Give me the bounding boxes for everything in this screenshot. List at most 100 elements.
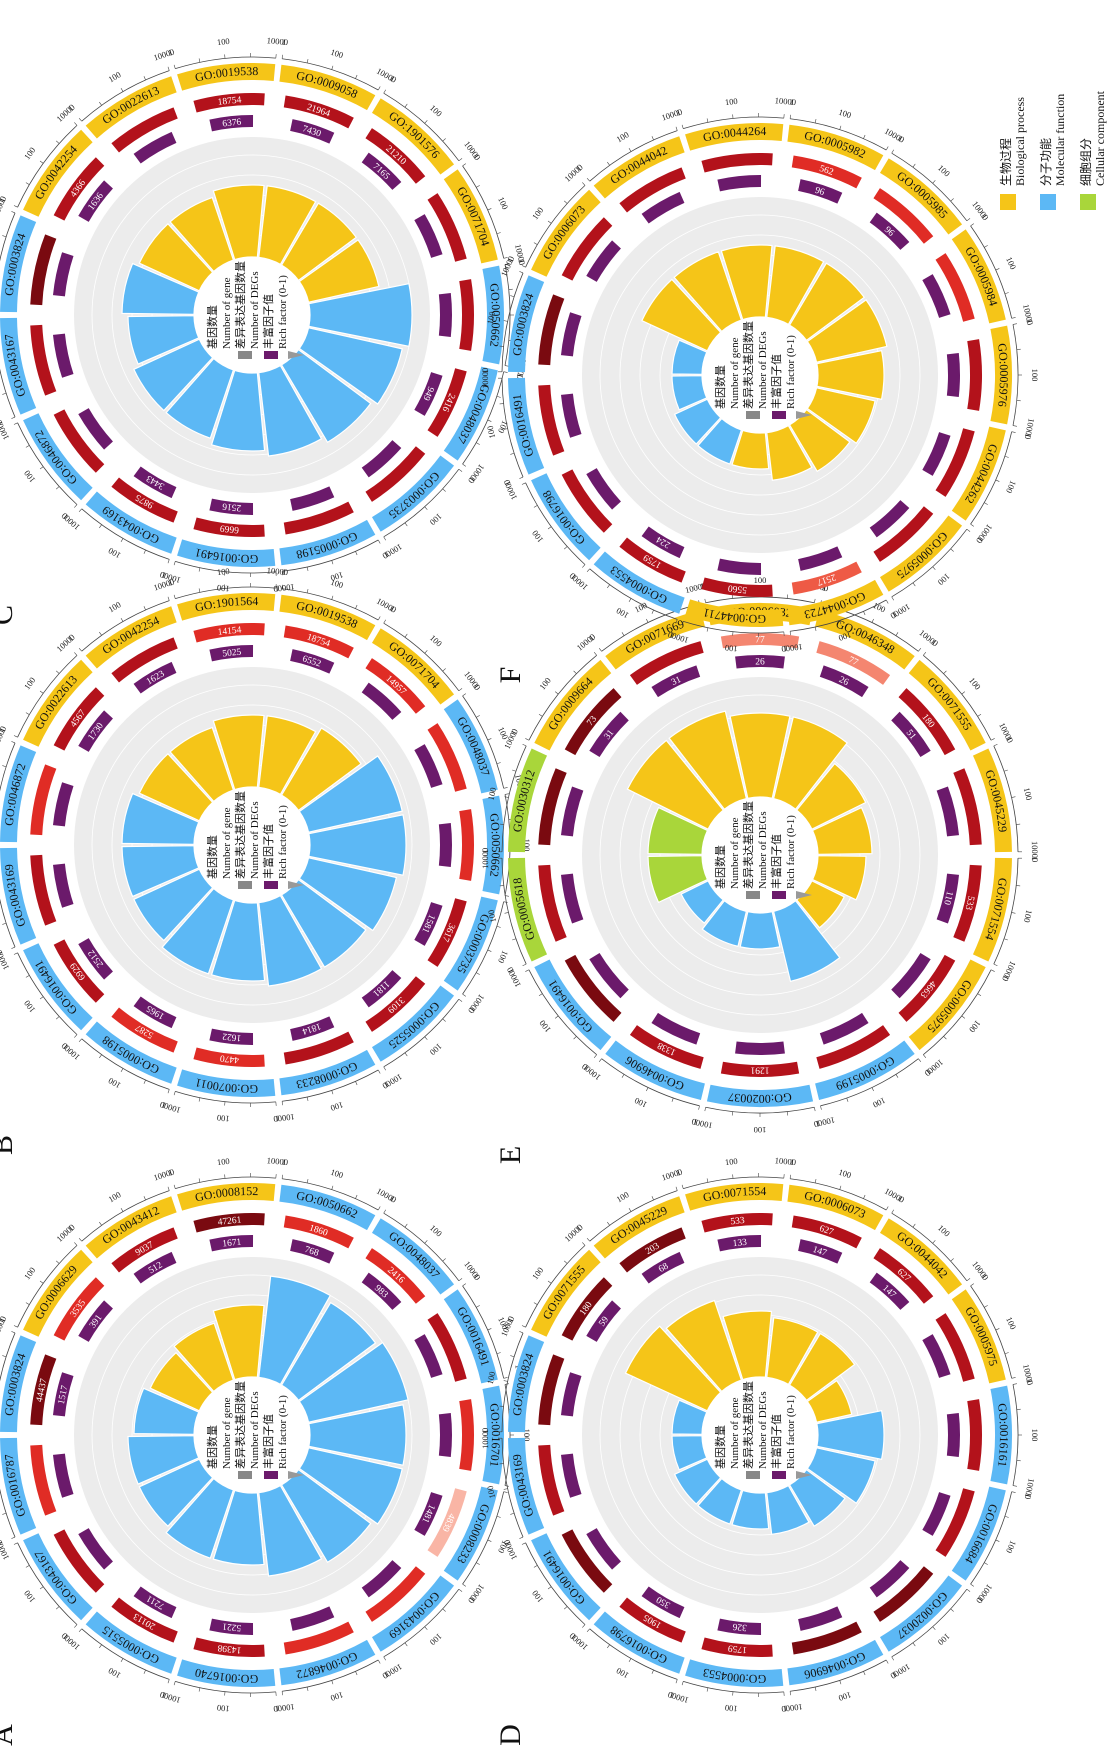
axis-tick <box>2 1512 7 1515</box>
center-legend-line: Number of gene <box>729 817 741 889</box>
tick-label: 1 <box>480 1429 490 1433</box>
axis-tick <box>970 523 975 527</box>
tick-label: 100 <box>724 96 738 107</box>
axis-tick <box>39 466 44 470</box>
term-id-textpath: GO:0050662 <box>487 282 503 347</box>
tick-label: 100 <box>614 606 630 621</box>
tick-label: 1 <box>160 1690 167 1701</box>
axis-tick <box>503 1491 508 1493</box>
center-legend-line: 丰富因子值 <box>261 1414 275 1469</box>
axis-tick <box>13 952 18 955</box>
axis-tick <box>377 616 381 621</box>
center-legend-line: Number of DEGs <box>249 271 261 349</box>
rich-factor-wedge <box>280 1301 377 1402</box>
tick-label: 10000 <box>1021 303 1035 326</box>
center-badge-rich <box>288 881 304 889</box>
axis-tick <box>487 1539 492 1542</box>
center-legend-line: 基因数量 <box>714 1425 727 1469</box>
term-band <box>371 985 455 1062</box>
axis-tick <box>995 479 1000 482</box>
axis-tick <box>628 1658 632 1663</box>
center-legend: 基因数量 Number of gene 差异表达基因数量 Number of DEGs… <box>206 1381 304 1479</box>
axis-tick <box>891 1656 895 1661</box>
tick-label: 1 <box>281 567 286 577</box>
axis-tick <box>950 1258 954 1262</box>
center-badge-deg <box>264 881 278 889</box>
axis-tick <box>586 568 590 573</box>
axis-arc <box>705 596 815 604</box>
deg-count-bar <box>209 1618 254 1635</box>
axis-tick <box>404 1642 408 1647</box>
center-legend-line: 基因数量 <box>206 835 219 879</box>
tick-label: 1 <box>0 1316 8 1324</box>
gene-count-bar <box>365 128 426 184</box>
gene-count-bar <box>193 1637 265 1657</box>
axis-arc <box>0 1438 16 1538</box>
axis-arc <box>462 901 505 995</box>
gene-count-label: 533 <box>730 1216 745 1227</box>
axis-tick <box>984 1305 988 1308</box>
term-band <box>787 579 884 626</box>
axis-tick <box>564 546 568 550</box>
axis-tick <box>863 134 866 139</box>
term-band <box>593 136 685 199</box>
tick-label: 100 <box>967 1018 983 1034</box>
rich-factor-wedge <box>697 1477 743 1525</box>
deg-count-label: 5025 <box>222 648 242 660</box>
tick-label: 1 <box>505 1316 516 1324</box>
axis-arc <box>970 225 1013 319</box>
axis-tick <box>383 1209 387 1214</box>
legend-label-cn: 分子功能 <box>1039 138 1053 186</box>
axis-tick <box>458 158 463 162</box>
tick-label: 1 <box>692 1117 698 1128</box>
deg-count-bar <box>717 1618 762 1635</box>
tick-label: 1 <box>275 584 280 594</box>
term-band <box>177 1659 276 1687</box>
axis-tick <box>74 652 78 656</box>
axis-tick <box>1012 323 1017 325</box>
axis-tick <box>582 1242 586 1246</box>
gene-count-bar <box>459 809 475 881</box>
axis-tick <box>598 647 602 652</box>
axis-tick <box>503 1377 508 1379</box>
tick-label: 100 <box>22 469 38 485</box>
tick-label: 1 <box>0 726 8 734</box>
center-legend-line: Rich factor (0-1) <box>785 815 797 889</box>
deg-count-bar <box>651 665 701 698</box>
axis-tick <box>503 257 508 259</box>
center-legend-line: 基因数量 <box>206 305 219 349</box>
axis-tick <box>814 118 817 124</box>
tick-label: 10000 <box>0 724 8 747</box>
axis-tick <box>487 949 492 952</box>
axis-tick <box>993 743 998 747</box>
deg-count-bar <box>209 115 254 132</box>
axis-tick <box>462 1583 467 1587</box>
center-legend-line: Number of gene <box>729 1397 741 1469</box>
axis-tick <box>519 476 524 479</box>
axis-tick <box>512 938 517 941</box>
tick-label: 1 <box>975 535 986 544</box>
deg-count-bar <box>52 782 74 827</box>
axis-tick <box>487 738 492 741</box>
term-band <box>279 1184 376 1231</box>
axis-tick <box>120 1207 124 1212</box>
axis-tick <box>39 1586 44 1590</box>
axis-arc <box>81 70 170 122</box>
axis-tick <box>863 1194 866 1199</box>
tick-label: 100 <box>537 1018 553 1034</box>
rich-factor-wedge <box>308 1404 407 1466</box>
gene-count-bar <box>193 93 265 113</box>
axis-tick <box>885 146 889 151</box>
center-legend: 基因数量 Number of gene 差异表达基因数量 Number of DEGs… <box>206 261 304 359</box>
rich-factor-wedge <box>127 1435 200 1485</box>
tick-label: 100 <box>496 1315 510 1331</box>
axis-arc <box>81 508 170 560</box>
tick-label: 100 <box>1004 479 1018 495</box>
gene-count-bar <box>935 1488 975 1557</box>
term-band <box>972 748 1012 853</box>
deg-count-bar <box>414 902 443 946</box>
term-band <box>951 229 1006 324</box>
panel-B: 110010000GO:0046872110010000GO:002261345… <box>0 565 532 1124</box>
tick-label: 100 <box>837 1167 852 1180</box>
term-id-textpath: GO:0005976 <box>995 342 1011 407</box>
